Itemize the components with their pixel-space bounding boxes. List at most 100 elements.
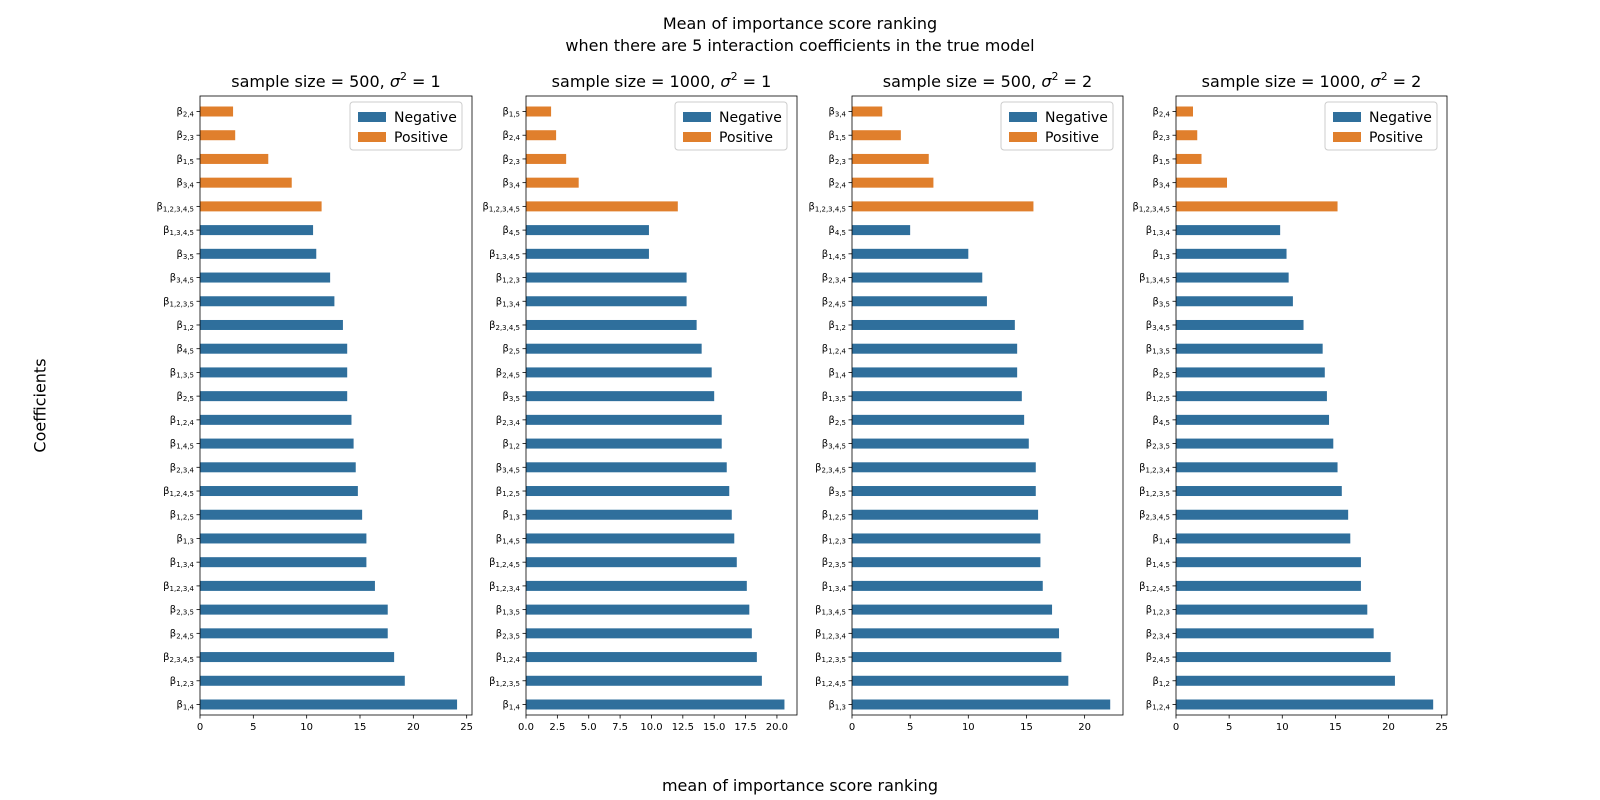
x-tick-label: 5 [907, 722, 913, 733]
legend-swatch-positive [683, 132, 711, 142]
bar-2-20 [526, 557, 737, 568]
y-tick-label: β4,5 [176, 344, 194, 356]
bar-3-5 [852, 201, 1034, 212]
y-tick-label: β1,4 [1152, 533, 1170, 545]
y-tick-label: β2,3,4 [1146, 628, 1171, 640]
legend-swatch-positive [358, 132, 386, 142]
y-tick-label: β1,3,5 [170, 367, 194, 379]
bar-2-7 [526, 248, 649, 259]
y-tick-label: β1,2,3,4,5 [482, 201, 520, 213]
legend-swatch-negative [1333, 112, 1361, 122]
bar-1-21 [200, 580, 375, 591]
legend-swatch-negative [1009, 112, 1037, 122]
subplot-title: sample size = 500, σ2 = 2 [883, 70, 1092, 91]
y-tick-label: β2,5 [828, 415, 846, 427]
bar-3-24 [852, 652, 1062, 663]
bar-3-20 [852, 557, 1041, 568]
bar-1-23 [200, 628, 388, 639]
y-tick-label: β2,5 [176, 391, 194, 403]
bar-2-21 [526, 580, 747, 591]
bar-3-16 [852, 462, 1036, 473]
bar-3-26 [852, 699, 1111, 710]
bar-1-10 [200, 319, 343, 330]
bar-4-21 [1176, 580, 1361, 591]
bar-1-2 [200, 130, 236, 141]
y-tick-label: β1,2,4 [496, 652, 521, 664]
subplot-title: sample size = 1000, σ2 = 1 [552, 70, 772, 91]
bar-4-12 [1176, 367, 1325, 378]
bar-3-23 [852, 628, 1060, 639]
bar-1-22 [200, 604, 388, 615]
bar-3-12 [852, 367, 1018, 378]
legend-label-negative: Negative [1369, 110, 1432, 126]
y-tick-label: β1,2 [502, 439, 520, 451]
legend-label-negative: Negative [1045, 110, 1108, 126]
bar-1-18 [200, 509, 363, 520]
y-tick-label: β2,3,4,5 [815, 462, 846, 474]
bar-4-6 [1176, 225, 1281, 236]
x-tick-label: 2.5 [549, 722, 565, 733]
bar-2-11 [526, 343, 702, 354]
bar-4-24 [1176, 652, 1391, 663]
bar-1-3 [200, 153, 269, 164]
bar-4-19 [1176, 533, 1351, 544]
y-tick-label: β3,4 [502, 178, 520, 190]
bar-2-22 [526, 604, 750, 615]
bar-2-25 [526, 675, 762, 686]
y-tick-label: β2,4 [828, 178, 846, 190]
y-tick-label: β2,3,4 [170, 462, 195, 474]
subplot-title: sample size = 1000, σ2 = 2 [1202, 70, 1422, 91]
x-tick-label: 0 [849, 722, 855, 733]
x-tick-label: 10 [300, 722, 313, 733]
y-tick-label: β2,3 [1152, 130, 1170, 142]
bar-3-4 [852, 177, 934, 188]
bar-4-23 [1176, 628, 1374, 639]
bar-3-2 [852, 130, 901, 141]
bar-3-21 [852, 580, 1043, 591]
y-tick-label: β2,4,5 [170, 628, 194, 640]
y-tick-label: β1,2,5 [1146, 391, 1170, 403]
y-tick-label: β1,3,4 [496, 296, 521, 308]
bar-2-5 [526, 201, 678, 212]
bar-1-15 [200, 438, 354, 449]
y-tick-label: β1,3 [176, 533, 194, 545]
y-tick-label: β3,4 [828, 107, 846, 119]
subplot-title: sample size = 500, σ2 = 1 [231, 70, 440, 91]
bar-4-25 [1176, 675, 1395, 686]
figure-title-line-1: Mean of importance score ranking [662, 14, 938, 33]
x-tick-label: 15 [354, 722, 367, 733]
bar-4-4 [1176, 177, 1228, 188]
figure-title-line-2: when there are 5 interaction coefficient… [565, 36, 1035, 55]
y-tick-label: β1,3,4,5 [489, 249, 520, 261]
bar-1-14 [200, 414, 352, 425]
y-tick-label: β1,2,3,4 [1139, 462, 1170, 474]
y-tick-label: β1,2,4 [1146, 700, 1171, 712]
y-tick-label: β1,2,3,4,5 [156, 201, 194, 213]
bar-3-19 [852, 533, 1041, 544]
y-tick-label: β1,2,3 [1146, 605, 1170, 617]
legend-swatch-negative [358, 112, 386, 122]
y-tick-label: β3,5 [1152, 296, 1170, 308]
bar-1-9 [200, 296, 335, 307]
y-tick-label: β2,4 [502, 130, 520, 142]
bar-3-25 [852, 675, 1069, 686]
y-tick-label: β2,5 [1152, 367, 1170, 379]
y-tick-label: β1,2,3,4 [489, 581, 520, 593]
y-tick-label: β1,2,4 [822, 344, 847, 356]
bar-1-13 [200, 391, 348, 402]
bar-3-15 [852, 438, 1029, 449]
y-tick-label: β1,2,3,4 [815, 628, 846, 640]
bar-4-26 [1176, 699, 1434, 710]
x-tick-label: 20 [407, 722, 420, 733]
y-tick-label: β2,3,4,5 [489, 320, 520, 332]
bar-4-13 [1176, 391, 1327, 402]
bar-4-5 [1176, 201, 1338, 212]
bar-3-14 [852, 414, 1025, 425]
y-tick-label: β1,3,5 [822, 391, 846, 403]
y-tick-label: β2,4,5 [822, 296, 846, 308]
y-tick-label: β1,2,3 [496, 273, 520, 285]
x-tick-label: 17.5 [734, 722, 756, 733]
subplot-1: β2,4 β2,3 β1,5 β3,4 β1,2,3,4,5 β1,3,4,5 β3,5 β3… [156, 70, 473, 733]
y-tick-label: β1,5 [502, 107, 520, 119]
figure-y-axis-label: Coefficients [30, 358, 50, 453]
